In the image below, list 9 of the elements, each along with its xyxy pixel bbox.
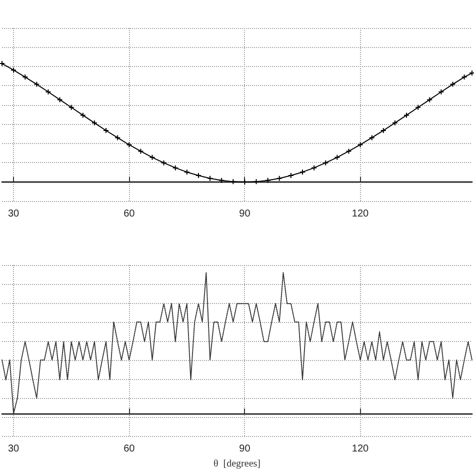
x-tick-label: 60 — [124, 208, 136, 220]
x-tick-label: 30 — [8, 444, 20, 455]
x-tick-label: 60 — [124, 444, 136, 455]
x-tick-label: 120 — [352, 444, 370, 455]
x-tick-label: 120 — [352, 208, 370, 220]
x-tick-label: 30 — [8, 208, 20, 220]
x-tick-label: 90 — [239, 208, 251, 220]
x-axis-title: θ [degrees] — [214, 458, 260, 470]
x-tick-label: 90 — [239, 444, 251, 455]
